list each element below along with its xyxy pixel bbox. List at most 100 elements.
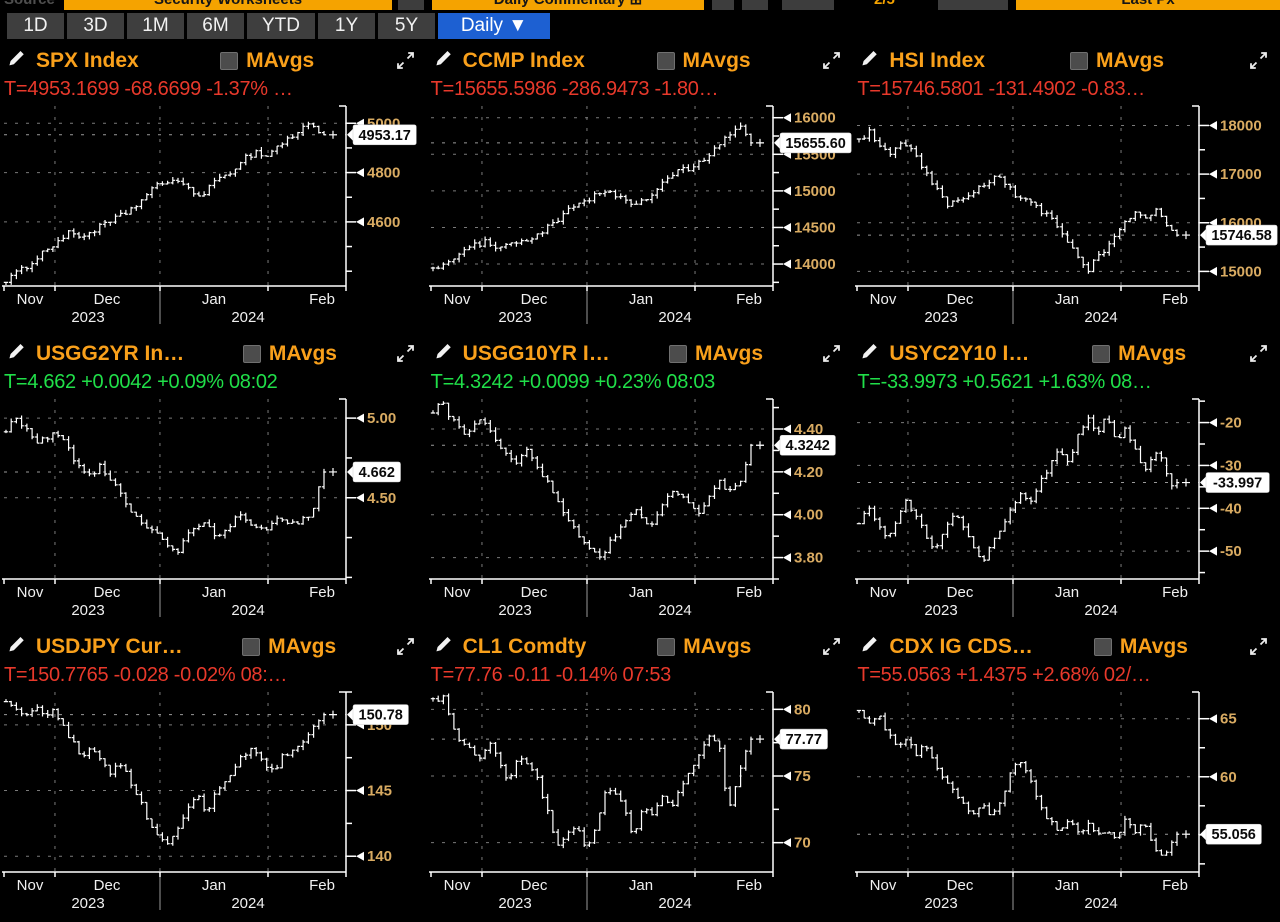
month-label: Nov <box>870 291 897 308</box>
chart-grid: SPX Index MAvgs T=4953.1699 -68.6699 -1.37… <box>0 42 1280 921</box>
pencil-icon[interactable] <box>859 634 880 660</box>
chart-panel: CL1 Comdty MAvgs T=77.76 -0.11 -0.14% 07:5… <box>427 628 854 921</box>
mavgs-toggle[interactable]: MAvgs <box>1092 342 1186 366</box>
mavgs-checkbox[interactable] <box>242 344 261 363</box>
expand-icon[interactable] <box>1249 637 1268 656</box>
strip-button[interactable] <box>398 0 424 10</box>
strip-button[interactable] <box>938 0 1008 10</box>
pencil-icon[interactable] <box>6 341 27 367</box>
expand-icon[interactable] <box>396 51 415 70</box>
mavgs-checkbox[interactable] <box>242 637 261 656</box>
price-chart[interactable]: -20 -30 -40 -50 -33.997 Nov Dec Jan Feb 2023 2024 <box>853 396 1279 619</box>
strip-button[interactable] <box>712 0 734 10</box>
month-label: Nov <box>443 584 470 601</box>
y-axis-label: 75 <box>794 768 811 785</box>
expand-icon[interactable] <box>822 344 841 363</box>
year-label: 2024 <box>231 309 264 325</box>
range-button-5y[interactable]: 5Y <box>378 13 435 39</box>
month-label: Jan <box>1055 877 1079 894</box>
panel-title: USYC2Y10 I… <box>889 341 1030 365</box>
strip-tab[interactable]: 2/5 <box>874 0 924 10</box>
mavgs-checkbox[interactable] <box>657 637 676 656</box>
price-chart[interactable]: 65 60 55.056 Nov Dec Jan Feb 2023 2024 <box>853 689 1279 912</box>
month-label: Jan <box>202 584 226 601</box>
pencil-icon[interactable] <box>859 341 880 367</box>
pencil-icon[interactable] <box>859 48 880 74</box>
last-price-badge: 4.3242 <box>773 434 836 456</box>
pencil-icon[interactable] <box>6 634 27 660</box>
expand-icon[interactable] <box>1249 344 1268 363</box>
mavgs-toggle[interactable]: MAvgs <box>220 49 314 73</box>
mavgs-toggle[interactable]: MAvgs <box>668 342 763 366</box>
y-axis-label: 4.00 <box>794 507 823 524</box>
mavgs-checkbox[interactable] <box>656 51 675 70</box>
ohlc-bars <box>857 709 1180 856</box>
mavgs-label: MAvgs <box>682 48 751 72</box>
y-axis-label: 4600 <box>367 214 400 231</box>
range-button-3d[interactable]: 3D <box>67 13 124 39</box>
expand-icon[interactable] <box>396 637 415 656</box>
panel-title: USDJPY Cur… <box>36 634 183 658</box>
price-chart[interactable]: 4.40 4.20 4.00 3.80 4.3242 Nov Dec Jan Feb 2023 20… <box>427 396 853 619</box>
last-price-badge: 15655.60 <box>773 132 852 154</box>
year-label: 2024 <box>658 895 691 911</box>
month-label: Dec <box>520 584 547 601</box>
month-label: Jan <box>1055 584 1079 601</box>
month-label: Dec <box>520 291 547 308</box>
month-label: Feb <box>309 877 335 894</box>
year-label: 2023 <box>71 895 104 911</box>
mavgs-toggle[interactable]: MAvgs <box>657 635 751 659</box>
range-button-6m[interactable]: 6M <box>187 13 244 39</box>
pencil-icon[interactable] <box>6 48 27 74</box>
pencil-icon[interactable] <box>433 634 454 660</box>
expand-icon[interactable] <box>396 344 415 363</box>
pencil-icon[interactable] <box>433 341 454 367</box>
y-axis-label: 140 <box>367 848 392 865</box>
mavgs-toggle[interactable]: MAvgs <box>1069 49 1164 73</box>
mavgs-toggle[interactable]: MAvgs <box>656 48 751 73</box>
chart-panel: CDX IG CDS… MAvgs T=55.0563 +1.4375 +2.68%… <box>853 628 1280 921</box>
year-label: 2024 <box>231 895 264 911</box>
mavgs-toggle[interactable]: MAvgs <box>1093 635 1188 659</box>
mavgs-checkbox[interactable] <box>1069 51 1088 70</box>
expand-icon[interactable] <box>822 637 841 656</box>
strip-tab[interactable]: Source <box>4 0 64 10</box>
ohlc-bars <box>430 401 753 561</box>
price-chart[interactable]: 80 75 70 77.77 Nov Dec Jan Feb 2023 2024 <box>427 689 853 912</box>
strip-tab[interactable]: Security Worksheets <box>64 0 392 10</box>
strip-tab[interactable]: Last Px <box>1016 0 1280 10</box>
expand-icon[interactable] <box>1249 51 1268 70</box>
svg-text:4953.17: 4953.17 <box>358 128 410 144</box>
year-label: 2023 <box>71 602 104 618</box>
mavgs-label: MAvgs <box>246 48 315 72</box>
range-button-ytd[interactable]: YTD <box>247 13 315 39</box>
svg-text:15746.58: 15746.58 <box>1212 228 1272 244</box>
range-button-1m[interactable]: 1M <box>127 13 184 39</box>
strip-button[interactable] <box>742 0 768 10</box>
mavgs-toggle[interactable]: MAvgs <box>242 635 336 659</box>
strip-button[interactable] <box>782 0 834 10</box>
mavgs-checkbox[interactable] <box>220 51 239 70</box>
range-button-1d[interactable]: 1D <box>7 13 64 39</box>
pencil-icon[interactable] <box>433 48 454 74</box>
price-chart[interactable]: 5.00 4.50 4.662 Nov Dec Jan Feb 2023 2024 <box>0 396 426 619</box>
range-button-1y[interactable]: 1Y <box>318 13 375 39</box>
month-label: Feb <box>1162 584 1188 601</box>
range-toolbar: 1D 3D 1M 6M YTD 1Y 5Y Daily ▼ <box>0 11 1280 42</box>
panel-header: CDX IG CDS… MAvgs <box>853 628 1280 663</box>
ticker-line: T=15746.5801 -131.4902 -0.83… <box>857 78 1145 100</box>
mavgs-checkbox[interactable] <box>668 344 687 363</box>
mavgs-toggle[interactable]: MAvgs <box>242 342 337 366</box>
ticker-line: T=15655.5986 -286.9473 -1.80… <box>430 78 719 100</box>
mavgs-checkbox[interactable] <box>1093 637 1112 656</box>
mavgs-checkbox[interactable] <box>1092 344 1111 363</box>
year-label: 2023 <box>925 309 958 325</box>
expand-icon[interactable] <box>822 51 841 70</box>
strip-tab[interactable]: Daily Commentary ⊞ <box>432 0 704 10</box>
y-axis-label: 80 <box>794 701 811 718</box>
period-dropdown[interactable]: Daily ▼ <box>438 13 550 39</box>
